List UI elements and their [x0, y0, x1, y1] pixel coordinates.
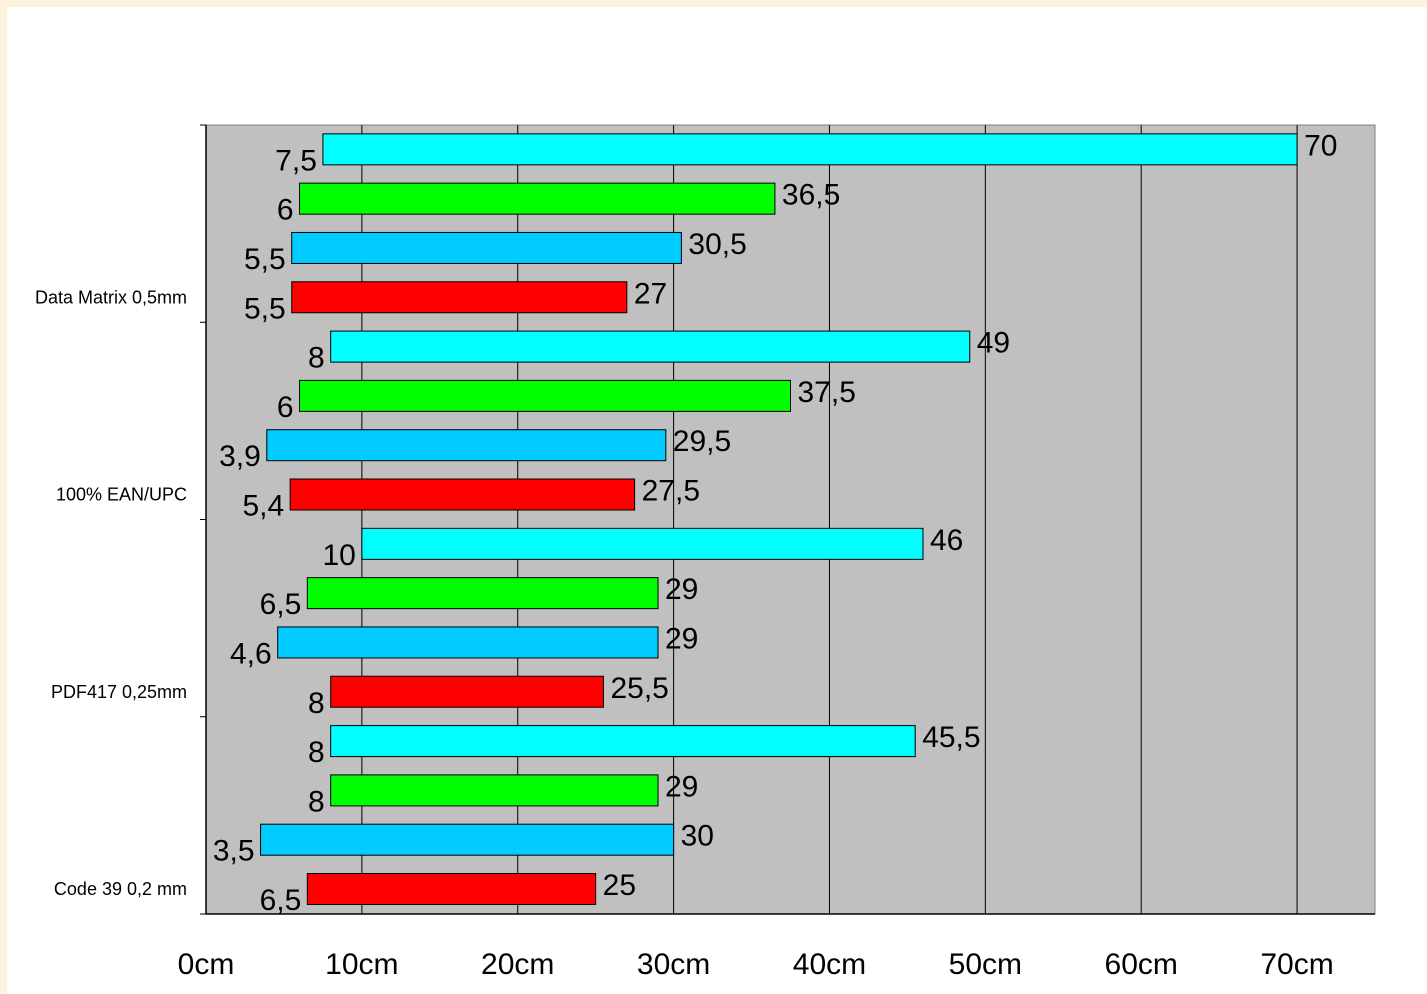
end-value-label: 29 — [665, 770, 698, 803]
start-value-label: 5,5 — [244, 292, 286, 325]
category-label: 100% EAN/UPC — [56, 485, 187, 505]
end-value-label: 29 — [665, 622, 698, 655]
start-value-label: 3,5 — [213, 835, 255, 868]
end-value-label: 30,5 — [688, 228, 746, 261]
start-value-label: 5,5 — [244, 243, 286, 276]
bar — [289, 478, 636, 511]
start-value-label: 6,5 — [260, 588, 302, 621]
bar — [260, 823, 675, 856]
bar — [299, 182, 776, 215]
start-value-label: 10 — [322, 539, 355, 572]
x-tick-label: 40cm — [793, 948, 866, 981]
start-value-label: 6,5 — [260, 884, 302, 917]
x-tick-label: 20cm — [481, 948, 554, 981]
bar — [291, 231, 682, 264]
category-label: PDF417 0,25mm — [51, 682, 187, 702]
start-value-label: 8 — [308, 736, 325, 769]
end-value-label: 29,5 — [673, 425, 731, 458]
bar — [299, 379, 791, 412]
bar — [306, 873, 597, 905]
bar — [266, 429, 667, 462]
bar — [306, 577, 659, 610]
bar — [361, 527, 924, 560]
x-tick-label: 70cm — [1260, 948, 1333, 981]
category-label: Code 39 0,2 mm — [54, 879, 187, 899]
x-tick-label: 30cm — [637, 948, 710, 981]
start-value-label: 8 — [308, 342, 325, 375]
start-value-label: 8 — [308, 687, 325, 720]
x-tick-label: 0cm — [178, 948, 235, 981]
end-value-label: 29 — [665, 573, 698, 606]
x-tick-label: 10cm — [325, 948, 398, 981]
bar — [330, 774, 659, 807]
end-value-label: 46 — [930, 524, 963, 557]
bar — [330, 330, 971, 363]
x-tick-label: 60cm — [1105, 948, 1178, 981]
start-value-label: 4,6 — [230, 637, 272, 670]
end-value-label: 37,5 — [798, 376, 856, 409]
end-value-label: 25,5 — [610, 672, 668, 705]
end-value-label: 70 — [1304, 129, 1337, 162]
end-value-label: 49 — [977, 327, 1010, 360]
category-label: Data Matrix 0,5mm — [35, 287, 187, 307]
start-value-label: 7,5 — [275, 144, 317, 177]
bar-chart: 0cm 10cm 20cm 30cm 40cm 50cm 60cm 70cm Code 39 0… — [35, 124, 1376, 981]
start-value-label: 6 — [277, 194, 294, 227]
bar — [322, 133, 1298, 166]
start-value-label: 8 — [308, 785, 325, 818]
x-tick-label: 50cm — [949, 948, 1022, 981]
bar — [291, 281, 628, 314]
end-value-label: 27,5 — [642, 475, 700, 508]
bar — [277, 626, 659, 659]
start-value-label: 3,9 — [219, 440, 261, 473]
bar — [330, 675, 604, 708]
end-value-label: 30 — [681, 820, 714, 853]
end-value-label: 25 — [603, 869, 636, 902]
start-value-label: 5,4 — [242, 490, 284, 523]
chart-frame: 0cm 10cm 20cm 30cm 40cm 50cm 60cm 70cm Code 39 0… — [7, 7, 1427, 994]
end-value-label: 45,5 — [922, 721, 980, 754]
bar — [330, 725, 916, 758]
end-value-label: 27 — [634, 277, 667, 310]
start-value-label: 6 — [277, 391, 294, 424]
end-value-label: 36,5 — [782, 179, 840, 212]
